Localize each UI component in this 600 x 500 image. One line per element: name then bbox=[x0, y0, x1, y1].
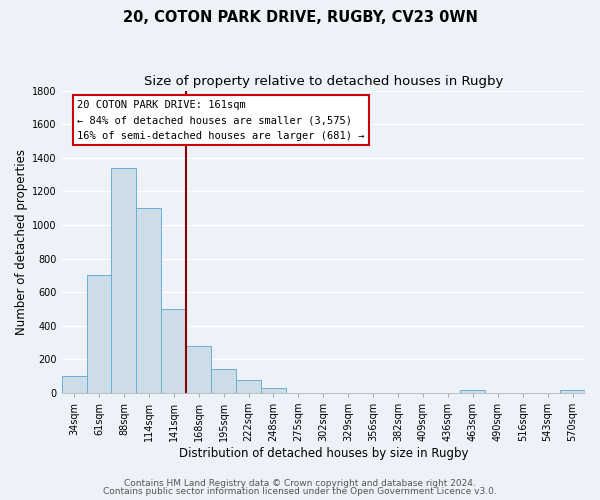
Text: 20 COTON PARK DRIVE: 161sqm
← 84% of detached houses are smaller (3,575)
16% of : 20 COTON PARK DRIVE: 161sqm ← 84% of det… bbox=[77, 100, 365, 141]
Text: Contains HM Land Registry data © Crown copyright and database right 2024.: Contains HM Land Registry data © Crown c… bbox=[124, 478, 476, 488]
Text: 20, COTON PARK DRIVE, RUGBY, CV23 0WN: 20, COTON PARK DRIVE, RUGBY, CV23 0WN bbox=[122, 10, 478, 25]
Bar bbox=[62, 376, 86, 393]
Y-axis label: Number of detached properties: Number of detached properties bbox=[15, 148, 28, 334]
Bar bbox=[161, 309, 186, 393]
X-axis label: Distribution of detached houses by size in Rugby: Distribution of detached houses by size … bbox=[179, 447, 468, 460]
Bar bbox=[460, 390, 485, 393]
Text: Contains public sector information licensed under the Open Government Licence v3: Contains public sector information licen… bbox=[103, 487, 497, 496]
Bar bbox=[86, 276, 112, 393]
Bar bbox=[136, 208, 161, 393]
Bar bbox=[261, 388, 286, 393]
Bar bbox=[236, 380, 261, 393]
Bar bbox=[186, 346, 211, 393]
Bar bbox=[112, 168, 136, 393]
Title: Size of property relative to detached houses in Rugby: Size of property relative to detached ho… bbox=[143, 75, 503, 88]
Bar bbox=[560, 390, 585, 393]
Bar bbox=[211, 370, 236, 393]
